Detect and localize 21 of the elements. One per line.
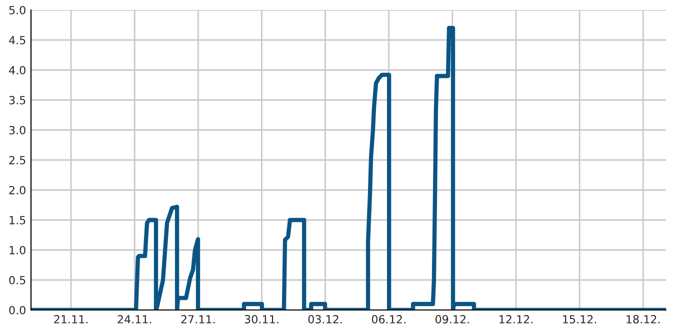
x-tick-label: 30.11. xyxy=(244,315,278,324)
y-tick-label: 5.0 xyxy=(9,6,26,14)
y-tick-label: 3.0 xyxy=(9,126,26,134)
x-tick-label: 03.12. xyxy=(308,315,342,324)
x-tick-label: 06.12. xyxy=(372,315,406,324)
x-tick-label: 12.12. xyxy=(500,315,532,324)
y-tick-label: 3.5 xyxy=(9,96,26,104)
x-tick-label: 27.11. xyxy=(181,315,215,324)
y-tick-label: 2.0 xyxy=(9,186,26,194)
x-tick-label: 09.12. xyxy=(435,315,469,324)
y-tick-label: 1.5 xyxy=(10,216,26,224)
y-tick-label: 0.0 xyxy=(9,306,26,314)
y-tick-label: 4.5 xyxy=(9,36,26,44)
y-tick-label: 4.0 xyxy=(9,66,26,74)
x-tick-label: 15.12. xyxy=(563,315,596,324)
x-tick-label: 18.12. xyxy=(626,315,660,324)
x-tick-label: 21.11. xyxy=(54,315,88,324)
y-tick-label: 0.5 xyxy=(9,276,26,284)
x-tick-label: 24.11. xyxy=(118,315,152,324)
y-tick-label: 2.5 xyxy=(9,156,26,164)
y-tick-label: 1.0 xyxy=(10,246,26,254)
